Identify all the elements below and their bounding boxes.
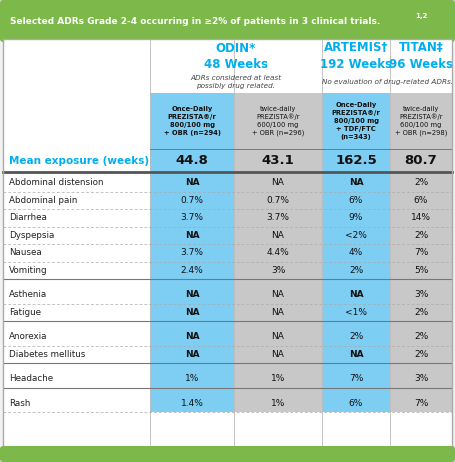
Text: 5%: 5% [414,266,428,275]
Text: No evaluation of drug-related ADRs.: No evaluation of drug-related ADRs. [322,79,453,85]
Bar [150,39,234,412]
Text: 6%: 6% [349,399,363,408]
Text: NA: NA [272,178,284,187]
Text: 2%: 2% [414,332,428,341]
Text: ARTEMIS†: ARTEMIS† [324,42,388,55]
Text: Fatigue: Fatigue [9,308,41,317]
Text: 14%: 14% [411,213,431,222]
Text: 1%: 1% [271,399,285,408]
Text: Vomiting: Vomiting [9,266,48,275]
Text: Once-Daily
PREZISTA®/r
800/100 mg
+ OBR (n=294): Once-Daily PREZISTA®/r 800/100 mg + OBR … [163,106,221,136]
Text: 2%: 2% [414,308,428,317]
Bar [390,39,452,93]
Bar [234,39,322,412]
Text: NA: NA [349,178,363,187]
Text: NA: NA [272,350,284,359]
Text: Dyspepsia: Dyspepsia [9,231,55,240]
Text: NA: NA [272,332,284,341]
Bar [3,39,150,149]
Text: 162.5: 162.5 [335,154,377,168]
Text: <1%: <1% [345,308,367,317]
Text: Asthenia: Asthenia [9,290,47,299]
Text: 9%: 9% [349,213,363,222]
Text: Diarrhea: Diarrhea [9,213,47,222]
Text: 4.4%: 4.4% [267,248,289,257]
Text: Abdominal distension: Abdominal distension [9,178,103,187]
Text: 2.4%: 2.4% [181,266,203,275]
Text: 2%: 2% [414,350,428,359]
Text: ADRs considered at least
possibly drug related.: ADRs considered at least possibly drug r… [191,75,282,89]
Text: NA: NA [349,350,363,359]
Text: 1%: 1% [271,374,285,383]
Text: ODIN*: ODIN* [216,42,256,55]
Bar [3,450,452,456]
Text: NA: NA [272,231,284,240]
Text: Abdominal pain: Abdominal pain [9,196,77,205]
Text: NA: NA [272,290,284,299]
Text: NA: NA [185,290,199,299]
Text: twice-daily
PREZISTA®/r
600/100 mg
+ OBR (n=298): twice-daily PREZISTA®/r 600/100 mg + OBR… [395,106,447,136]
Text: 3.7%: 3.7% [181,248,203,257]
Text: 2%: 2% [349,266,363,275]
Text: Nausea: Nausea [9,248,42,257]
Bar [3,21,452,39]
Text: Headache: Headache [9,374,53,383]
Bar [150,39,234,93]
Text: Anorexia: Anorexia [9,332,47,341]
Text: 80.7: 80.7 [404,154,437,168]
Text: 44.8: 44.8 [176,154,208,168]
FancyBboxPatch shape [0,0,455,42]
Text: 0.7%: 0.7% [267,196,289,205]
Bar [322,39,390,93]
Text: 0.7%: 0.7% [181,196,203,205]
Text: 3%: 3% [414,290,428,299]
Text: NA: NA [185,178,199,187]
Text: 192 Weeks: 192 Weeks [320,57,392,71]
Text: Diabetes mellitus: Diabetes mellitus [9,350,86,359]
Text: 6%: 6% [349,196,363,205]
Bar [3,39,452,454]
FancyBboxPatch shape [0,446,455,462]
Text: 1.4%: 1.4% [181,399,203,408]
Bar [234,39,322,93]
Text: 3.7%: 3.7% [267,213,289,222]
Text: TITAN‡: TITAN‡ [399,42,443,55]
Text: 96 Weeks: 96 Weeks [389,57,453,71]
Bar [390,39,452,412]
Text: 7%: 7% [349,374,363,383]
Text: Selected ADRs Grade 2-4 occurring in ≥2% of patients in 3 clinical trials.: Selected ADRs Grade 2-4 occurring in ≥2%… [10,17,380,25]
Text: Rash: Rash [9,399,30,408]
Text: Once-Daily
PREZISTA®/r
800/100 mg
+ TDF/FTC
(n=343): Once-Daily PREZISTA®/r 800/100 mg + TDF/… [332,103,380,140]
Text: 3%: 3% [271,266,285,275]
Bar [322,39,390,412]
Text: <2%: <2% [345,231,367,240]
Bar [3,39,452,454]
Text: 7%: 7% [414,248,428,257]
Text: NA: NA [272,308,284,317]
Text: 2%: 2% [349,332,363,341]
Text: twice-daily
PREZISTA®/r
600/100 mg
+ OBR (n=296): twice-daily PREZISTA®/r 600/100 mg + OBR… [252,106,304,136]
Text: NA: NA [185,308,199,317]
Text: NA: NA [349,290,363,299]
Text: 6%: 6% [414,196,428,205]
Text: 2%: 2% [414,178,428,187]
Text: 3.7%: 3.7% [181,213,203,222]
Text: 1,2: 1,2 [415,13,427,19]
Text: 4%: 4% [349,248,363,257]
Text: NA: NA [185,350,199,359]
Text: 3%: 3% [414,374,428,383]
Text: 48 Weeks: 48 Weeks [204,57,268,71]
Text: 7%: 7% [414,399,428,408]
Text: 43.1: 43.1 [262,154,294,168]
Text: NA: NA [185,231,199,240]
Text: Mean exposure (weeks): Mean exposure (weeks) [9,156,149,166]
Text: 1%: 1% [185,374,199,383]
Text: 2%: 2% [414,231,428,240]
Text: NA: NA [185,332,199,341]
